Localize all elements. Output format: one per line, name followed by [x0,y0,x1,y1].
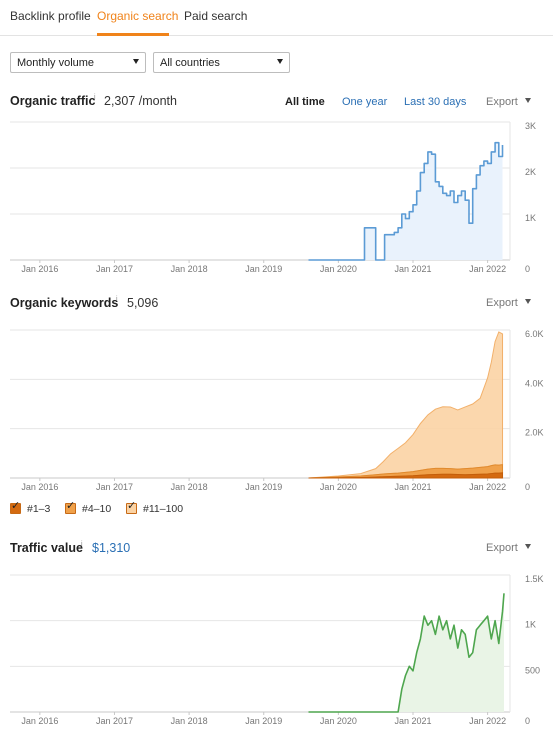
check-icon: ✓ [66,500,76,512]
x-tick-label: Jan 2017 [96,716,133,726]
area-series-3 [308,331,504,479]
y-tick-label: 4.0K [525,378,544,388]
x-tick-label: Jan 2019 [245,716,282,726]
metric-select[interactable]: Monthly volume [10,52,146,73]
x-tick-label: Jan 2020 [320,482,357,492]
y-tick-label: 500 [525,665,540,675]
series-area [308,593,504,712]
x-tick-label: Jan 2018 [171,264,208,274]
range-all-time[interactable]: All time [285,96,325,108]
caret-down-icon [133,59,139,64]
metric-select-value: Monthly volume [17,57,95,69]
x-tick-label: Jan 2021 [394,716,431,726]
keywords-export-button[interactable]: Export [486,297,531,309]
check-icon: ✓ [127,500,137,512]
checkbox[interactable] [10,503,21,514]
range-last-30-days[interactable]: Last 30 days [404,96,467,108]
y-tick-label: 0 [525,482,530,492]
legend-label: #1–3 [27,503,51,515]
x-tick-label: Jan 2016 [21,482,58,492]
x-tick-label: Jan 2020 [320,264,357,274]
caret-down-icon [524,544,531,549]
country-select[interactable]: All countries [153,52,290,73]
traffic-value-title: Traffic value [10,541,83,555]
legend-label: #4–10 [82,503,112,515]
y-tick-label: 1.5K [525,574,544,584]
legend-item-top3[interactable]: ✓ #1–3 [10,500,60,516]
x-tick-label: Jan 2021 [394,264,431,274]
x-tick-label: Jan 2022 [469,482,506,492]
country-select-value: All countries [160,57,220,69]
y-tick-label: 0 [525,716,530,726]
y-tick-label: 3K [525,121,536,131]
active-tab-indicator [97,33,169,36]
y-tick-label: 6.0K [525,329,544,339]
tab-organic-search[interactable]: Organic search [97,9,179,23]
caret-down-icon [277,59,283,64]
legend-item-4-10[interactable]: ✓ #4–10 [65,500,123,516]
export-label: Export [486,542,518,554]
traffic-export-button[interactable]: Export [486,96,531,108]
organic-traffic-chart: 0 1K 2K 3K Jan 2016 Jan 2017 Jan 2018 Jan 2019 J… [10,121,536,274]
export-label: Export [486,297,518,309]
value-export-button[interactable]: Export [486,542,531,554]
tab-bar: Backlink profile Organic search Paid sea… [0,0,553,36]
x-tick-label: Jan 2019 [245,264,282,274]
x-tick-label: Jan 2022 [469,716,506,726]
organic-keywords-chart: 0 2.0K 4.0K 6.0K Jan 2016 Jan 2017 Jan 2018 Jan… [10,329,544,492]
x-tick-label: Jan 2018 [171,482,208,492]
y-tick-label: 2.0K [525,428,544,438]
x-tick-label: Jan 2016 [21,264,58,274]
organic-keywords-value: 5,096 [127,296,159,310]
checkbox[interactable] [126,503,137,514]
area-series-1 [308,472,504,479]
series-line [308,593,505,713]
x-tick-label: Jan 2016 [21,716,58,726]
info-icon[interactable]: i [94,94,96,101]
y-tick-label: 2K [525,167,536,177]
info-icon[interactable]: i [116,296,118,303]
x-tick-label: Jan 2017 [96,264,133,274]
range-one-year[interactable]: One year [342,96,388,108]
legend-label: #11–100 [143,503,184,515]
y-tick-label: 1K [525,213,536,223]
y-tick-label: 1K [525,620,536,630]
info-icon[interactable]: i [81,541,83,548]
traffic-value-chart: 0 500 1K 1.5K Jan 2016 Jan 2017 Jan 2018 Jan 20… [10,574,544,726]
y-tick-label: 0 [525,264,530,274]
x-tick-label: Jan 2017 [96,482,133,492]
tab-paid-search[interactable]: Paid search [184,9,248,23]
organic-keywords-title: Organic keywords [10,296,119,310]
check-icon: ✓ [11,500,21,512]
tab-backlink-profile[interactable]: Backlink profile [10,9,91,23]
caret-down-icon [524,299,531,304]
checkbox[interactable] [65,503,76,514]
export-label: Export [486,96,518,108]
x-tick-label: Jan 2022 [469,264,506,274]
x-tick-label: Jan 2018 [171,716,208,726]
caret-down-icon [524,98,531,103]
legend-item-11-100[interactable]: ✓ #11–100 [126,500,198,516]
traffic-value-value: $1,310 [92,541,131,555]
x-tick-label: Jan 2021 [394,482,431,492]
organic-traffic-value: 2,307 /month [104,94,177,108]
x-tick-label: Jan 2019 [245,482,282,492]
series-area [308,142,503,260]
series-line [308,141,504,261]
organic-traffic-title: Organic traffic [10,94,96,108]
x-tick-label: Jan 2020 [320,716,357,726]
